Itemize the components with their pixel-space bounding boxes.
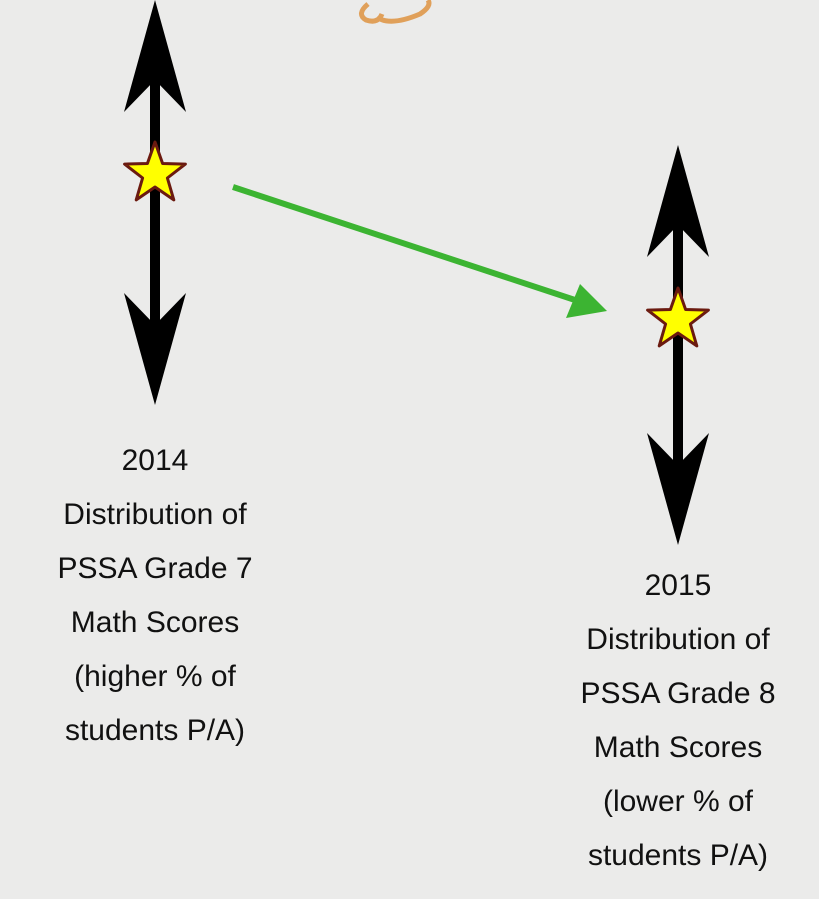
label-line: (lower % of xyxy=(603,785,754,818)
label-line: students P/A) xyxy=(65,714,245,747)
label-line: students P/A) xyxy=(588,839,768,872)
label-line: Distribution of xyxy=(63,498,247,531)
label-line: PSSA Grade 8 xyxy=(580,677,775,710)
label-line: 2015 xyxy=(645,569,712,602)
label-line: Math Scores xyxy=(594,731,762,764)
label-line: PSSA Grade 7 xyxy=(57,552,252,585)
label-line: 2014 xyxy=(122,444,189,477)
distribution-shaft xyxy=(673,205,683,485)
label-line: Distribution of xyxy=(586,623,770,656)
distribution-shaft xyxy=(150,60,160,345)
label-line: Math Scores xyxy=(71,606,239,639)
diagram: 2014 Distribution of PSSA Grade 7 Math Scor… xyxy=(0,0,819,899)
label-line: (higher % of xyxy=(74,660,236,693)
